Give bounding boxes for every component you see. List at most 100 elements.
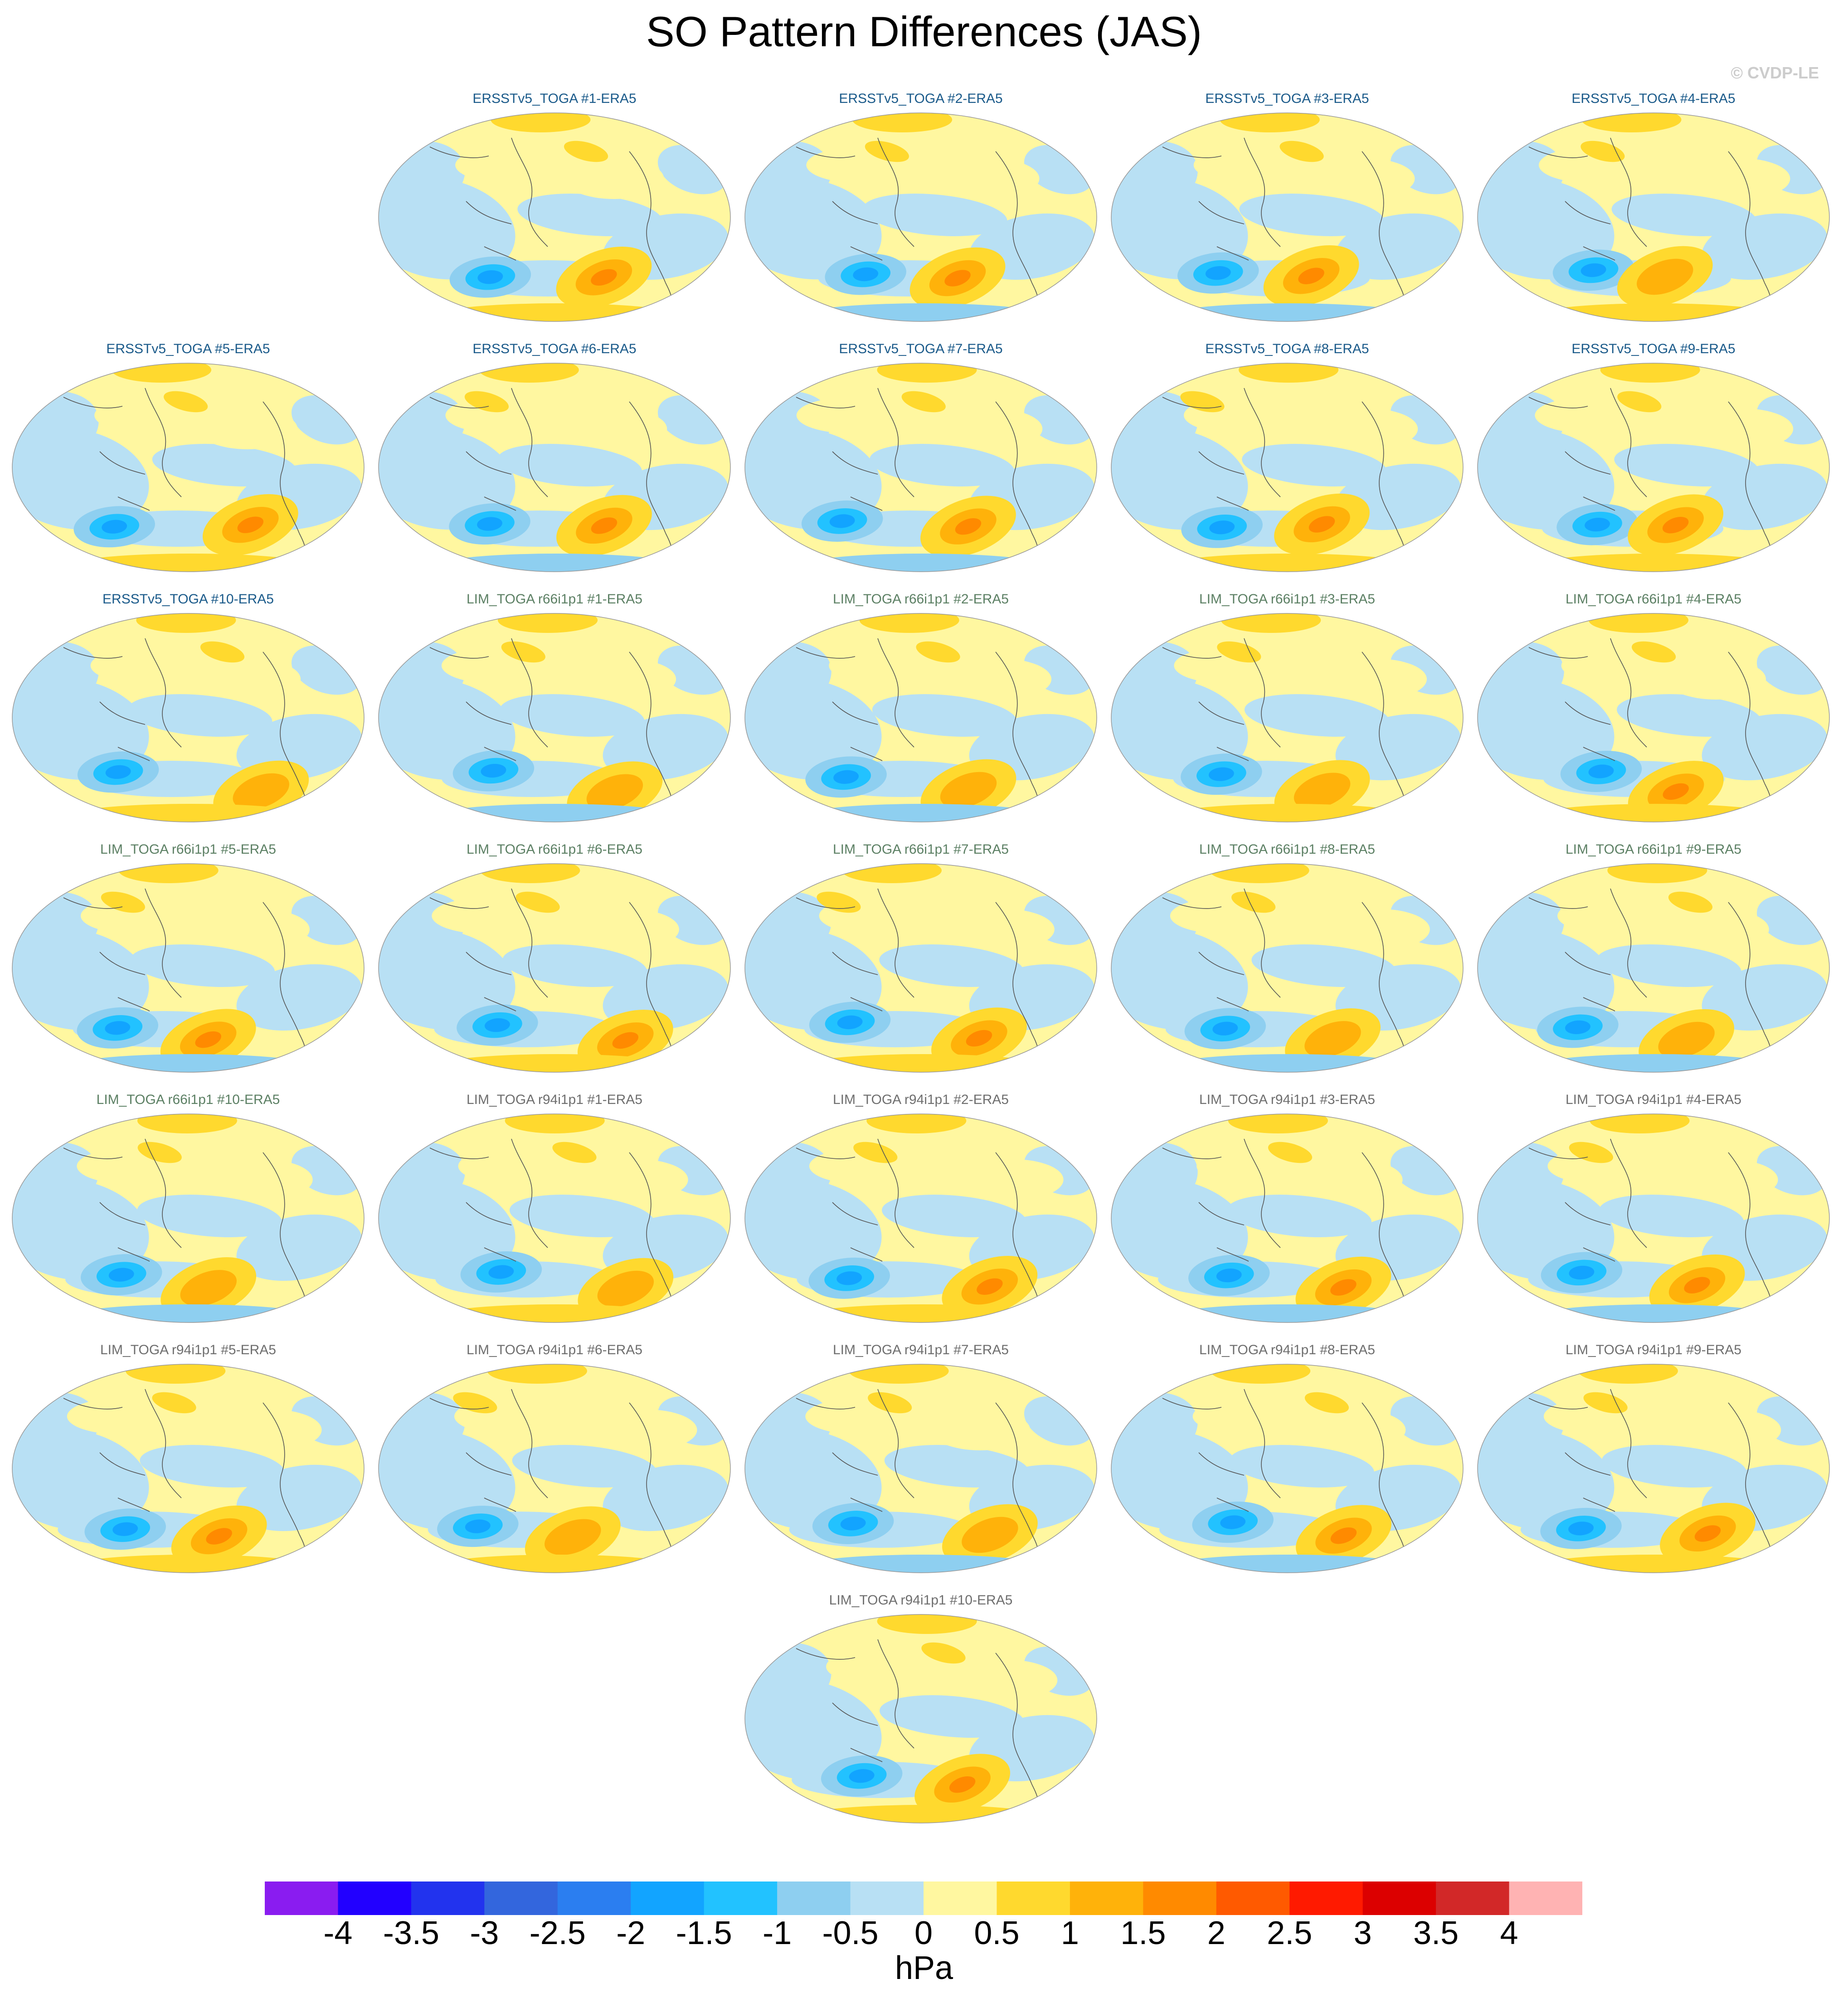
colorbar-swatch [265, 1881, 338, 1915]
globe-map [1477, 613, 1830, 822]
panel-title: ERSSTv5_TOGA #2-ERA5 [839, 91, 1003, 106]
map-panel: ERSSTv5_TOGA #2-ERA5 [742, 91, 1100, 331]
map-panel: ERSSTv5_TOGA #6-ERA5 [375, 341, 734, 581]
panel-title: ERSSTv5_TOGA #1-ERA5 [472, 91, 637, 106]
colorbar-swatch [924, 1881, 997, 1915]
globe-map [744, 1113, 1097, 1323]
colorbar-swatch [777, 1881, 851, 1915]
colorbar-tick-label: -2.5 [529, 1915, 586, 1951]
panel-title: LIM_TOGA r66i1p1 #6-ERA5 [467, 842, 642, 857]
map-panel: LIM_TOGA r66i1p1 #10-ERA5 [9, 1092, 367, 1332]
map-panel: LIM_TOGA r94i1p1 #6-ERA5 [375, 1342, 734, 1582]
map-panel: LIM_TOGA r94i1p1 #8-ERA5 [1108, 1342, 1466, 1582]
panel-title: ERSSTv5_TOGA #6-ERA5 [472, 341, 637, 356]
panel-title: LIM_TOGA r66i1p1 #7-ERA5 [833, 842, 1009, 857]
colorbar-tick-label: 0 [914, 1915, 933, 1951]
map-panel: ERSSTv5_TOGA #8-ERA5 [1108, 341, 1466, 581]
panel-title: LIM_TOGA r94i1p1 #1-ERA5 [467, 1092, 642, 1107]
globe-map [744, 1364, 1097, 1573]
panel-title: LIM_TOGA r66i1p1 #3-ERA5 [1199, 592, 1375, 607]
colorbar-swatch [1216, 1881, 1290, 1915]
colorbar-swatch [1143, 1881, 1217, 1915]
map-panel: LIM_TOGA r94i1p1 #7-ERA5 [742, 1342, 1100, 1582]
colorbar-tick-label: 2.5 [1267, 1915, 1313, 1951]
panel-title: LIM_TOGA r66i1p1 #4-ERA5 [1566, 592, 1741, 607]
colorbar-swatch [1436, 1881, 1510, 1915]
map-panel: LIM_TOGA r66i1p1 #4-ERA5 [1474, 591, 1833, 831]
colorbar-swatch [631, 1881, 705, 1915]
colorbar-tick-label: 3 [1353, 1915, 1372, 1951]
panel-title: LIM_TOGA r66i1p1 #1-ERA5 [467, 592, 642, 607]
globe-map [1111, 613, 1464, 822]
colorbar-tick-label: 0.5 [974, 1915, 1020, 1951]
map-panel: LIM_TOGA r66i1p1 #5-ERA5 [9, 841, 367, 1082]
colorbar-swatch [1362, 1881, 1436, 1915]
panel-title: LIM_TOGA r66i1p1 #8-ERA5 [1199, 842, 1375, 857]
globe-map [378, 613, 731, 822]
panel-title: LIM_TOGA r66i1p1 #2-ERA5 [833, 592, 1009, 607]
panel-title: LIM_TOGA r66i1p1 #9-ERA5 [1566, 842, 1741, 857]
panel-title: ERSSTv5_TOGA #10-ERA5 [102, 592, 274, 607]
globe-map [744, 863, 1097, 1073]
map-panel: LIM_TOGA r94i1p1 #4-ERA5 [1474, 1092, 1833, 1332]
map-panel: LIM_TOGA r94i1p1 #1-ERA5 [375, 1092, 734, 1332]
colorbar-swatch [1509, 1881, 1582, 1915]
globe-map [12, 1364, 365, 1573]
globe-map [378, 363, 731, 572]
globe-map [1477, 112, 1830, 322]
globe-map [12, 613, 365, 822]
panel-title: ERSSTv5_TOGA #4-ERA5 [1571, 91, 1736, 106]
map-panel: LIM_TOGA r66i1p1 #3-ERA5 [1108, 591, 1466, 831]
colorbar-tick-label: -0.5 [822, 1915, 879, 1951]
panel-title: ERSSTv5_TOGA #9-ERA5 [1571, 341, 1736, 356]
globe-map [1111, 112, 1464, 322]
colorbar-tick-label: 1.5 [1120, 1915, 1166, 1951]
colorbar-swatch [557, 1881, 631, 1915]
globe-map [1477, 1364, 1830, 1573]
map-panel: ERSSTv5_TOGA #1-ERA5 [375, 91, 734, 331]
colorbar-swatch [338, 1881, 412, 1915]
globe-map [378, 863, 731, 1073]
globe-map [1111, 1113, 1464, 1323]
colorbar-swatch [1289, 1881, 1363, 1915]
panel-title: LIM_TOGA r66i1p1 #10-ERA5 [96, 1092, 280, 1107]
globe-map [378, 112, 731, 322]
map-panel: LIM_TOGA r66i1p1 #7-ERA5 [742, 841, 1100, 1082]
watermark: © CVDP-LE [1731, 63, 1819, 82]
panel-title: LIM_TOGA r94i1p1 #8-ERA5 [1199, 1342, 1375, 1357]
panel-title: LIM_TOGA r94i1p1 #4-ERA5 [1566, 1092, 1741, 1107]
panel-title: LIM_TOGA r94i1p1 #6-ERA5 [467, 1342, 642, 1357]
page-title: SO Pattern Differences (JAS) [646, 8, 1202, 55]
colorbar-tick-label: -4 [323, 1915, 353, 1951]
colorbar-swatch [704, 1881, 778, 1915]
colorbar-swatch [484, 1881, 558, 1915]
panel-title: LIM_TOGA r94i1p1 #7-ERA5 [833, 1342, 1009, 1357]
colorbar-tick-labels: -4 -3.5 -3 -2.5 -2 -1.5 -1 -0.5 0 0.5 1 1.5 2 2.5 3 3.5… [0, 1917, 1848, 1958]
colorbar-swatch [997, 1881, 1070, 1915]
globe-map [1477, 863, 1830, 1073]
globe-map [744, 363, 1097, 572]
map-panel-grid: ERSSTv5_TOGA #1-ERA5 ERSSTv5_TOGA #2-ERA5… [9, 91, 1833, 1823]
globe-map [744, 112, 1097, 322]
panel-title: LIM_TOGA r94i1p1 #2-ERA5 [833, 1092, 1009, 1107]
map-panel: LIM_TOGA r66i1p1 #8-ERA5 [1108, 841, 1466, 1082]
colorbar-tick-label: -3.5 [383, 1915, 439, 1951]
globe-map [1111, 363, 1464, 572]
panel-title: LIM_TOGA r94i1p1 #9-ERA5 [1566, 1342, 1741, 1357]
map-panel: ERSSTv5_TOGA #4-ERA5 [1474, 91, 1833, 331]
colorbar-swatch [850, 1881, 924, 1915]
globe-map [378, 1113, 731, 1323]
globe-map [1477, 1113, 1830, 1323]
colorbar-tick-label: -1 [763, 1915, 792, 1951]
globe-map [12, 363, 365, 572]
colorbar-tick-label: 1 [1060, 1915, 1079, 1951]
colorbar [265, 1881, 1582, 1915]
map-panel: LIM_TOGA r94i1p1 #9-ERA5 [1474, 1342, 1833, 1582]
colorbar-swatch [411, 1881, 485, 1915]
map-panel: LIM_TOGA r66i1p1 #1-ERA5 [375, 591, 734, 831]
map-panel: LIM_TOGA r94i1p1 #2-ERA5 [742, 1092, 1100, 1332]
panel-title: ERSSTv5_TOGA #3-ERA5 [1205, 91, 1369, 106]
map-panel: LIM_TOGA r66i1p1 #9-ERA5 [1474, 841, 1833, 1082]
colorbar-tick-label: 2 [1207, 1915, 1226, 1951]
globe-map [744, 613, 1097, 822]
